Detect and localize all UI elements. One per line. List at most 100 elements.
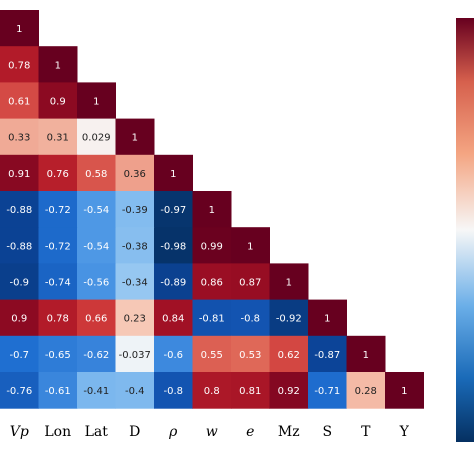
heatmap-cell bbox=[231, 335, 270, 373]
cell-value-label: 0.99 bbox=[201, 241, 223, 252]
cell-value-label: 0.33 bbox=[8, 133, 30, 144]
heatmap-cell bbox=[269, 299, 309, 337]
heatmap-cell bbox=[231, 372, 270, 409]
cell-value-label: -0.9 bbox=[9, 278, 29, 289]
cell-value-label: 0.76 bbox=[47, 169, 69, 180]
heatmap-cell bbox=[154, 299, 193, 337]
heatmap-cell bbox=[269, 372, 309, 409]
cell-value-label: 1 bbox=[132, 133, 138, 144]
heatmap-cell bbox=[77, 82, 116, 120]
heatmap-cell bbox=[308, 372, 347, 409]
heatmap-cell bbox=[269, 335, 309, 373]
cell-value-label: 0.9 bbox=[50, 97, 66, 108]
heatmap-cell bbox=[115, 191, 155, 228]
heatmap-cell bbox=[0, 299, 39, 337]
cell-value-label: -0.88 bbox=[6, 205, 32, 216]
heatmap-cell bbox=[154, 263, 193, 301]
heatmap-cell bbox=[77, 299, 116, 337]
colorbar bbox=[456, 18, 474, 442]
heatmap-cell bbox=[308, 299, 347, 337]
heatmap-cell bbox=[38, 46, 78, 83]
heatmap-cell bbox=[38, 191, 78, 228]
cell-value-label: -0.74 bbox=[45, 278, 71, 289]
heatmap-cell bbox=[38, 154, 78, 192]
cell-value-label: 1 bbox=[93, 97, 99, 108]
heatmap-cell bbox=[38, 335, 78, 373]
heatmap-cell bbox=[115, 299, 155, 337]
heatmap-cell bbox=[0, 335, 39, 373]
heatmap-cell bbox=[192, 263, 232, 301]
heatmap-cell bbox=[308, 335, 347, 373]
heatmap-cell bbox=[115, 335, 155, 373]
cell-value-label: 0.91 bbox=[8, 169, 30, 180]
heatmap-cell bbox=[0, 118, 39, 156]
heatmap-cell bbox=[154, 335, 193, 373]
cell-value-label: 0.81 bbox=[239, 386, 261, 397]
heatmap-cell bbox=[385, 372, 424, 409]
heatmap-cell bbox=[115, 263, 155, 301]
cell-value-label: 0.62 bbox=[278, 350, 300, 361]
heatmap-cell bbox=[115, 154, 155, 192]
cell-value-label: -0.7 bbox=[9, 350, 29, 361]
heatmap-cell bbox=[192, 191, 232, 228]
cell-value-label: 0.84 bbox=[162, 314, 184, 325]
heatmap-cell bbox=[38, 227, 78, 264]
heatmap-cell bbox=[115, 372, 155, 409]
cell-value-label: 1 bbox=[401, 386, 407, 397]
x-tick-label: w bbox=[206, 424, 218, 440]
cell-value-label: -0.8 bbox=[240, 314, 260, 325]
heatmap-cell bbox=[77, 154, 116, 192]
heatmap-cell bbox=[38, 118, 78, 156]
x-tick-label: Lat bbox=[85, 424, 109, 440]
heatmap-cell bbox=[77, 335, 116, 373]
x-tick-label: ρ bbox=[168, 424, 178, 440]
cell-value-label: -0.92 bbox=[276, 314, 302, 325]
heatmap-cell bbox=[0, 82, 39, 120]
cell-value-label: 0.58 bbox=[85, 169, 107, 180]
cell-value-label: 0.78 bbox=[8, 60, 30, 71]
cell-value-label: -0.41 bbox=[83, 386, 109, 397]
heatmap-cell bbox=[154, 191, 193, 228]
cell-value-label: 0.87 bbox=[239, 278, 261, 289]
heatmap-cell bbox=[346, 372, 386, 409]
x-tick-label: Mz bbox=[278, 424, 300, 440]
cell-value-label: 0.36 bbox=[124, 169, 146, 180]
cell-value-label: -0.34 bbox=[122, 278, 148, 289]
cell-value-label: 0.86 bbox=[201, 278, 223, 289]
cell-value-label: -0.81 bbox=[199, 314, 225, 325]
heatmap-cell bbox=[115, 118, 155, 156]
heatmap-cell bbox=[115, 227, 155, 264]
cell-value-label: -0.87 bbox=[314, 350, 340, 361]
colorbar-scale bbox=[456, 18, 474, 442]
heatmap-cell bbox=[0, 10, 39, 47]
cell-value-label: 0.28 bbox=[355, 386, 377, 397]
cell-value-label: 0.31 bbox=[47, 133, 69, 144]
x-tick-label: D bbox=[129, 424, 140, 440]
cell-value-label: 1 bbox=[16, 24, 22, 35]
cell-value-label: 0.9 bbox=[11, 314, 27, 325]
cell-value-label: 0.029 bbox=[82, 133, 111, 144]
cell-value-label: -0.6 bbox=[163, 350, 183, 361]
cell-value-label: 1 bbox=[170, 169, 176, 180]
heatmap-cell bbox=[38, 372, 78, 409]
cell-value-label: -0.61 bbox=[45, 386, 71, 397]
heatmap-cell bbox=[38, 299, 78, 337]
x-tick-label: Y bbox=[399, 424, 410, 440]
x-tick-label: e bbox=[246, 424, 254, 440]
heatmap-cell bbox=[231, 227, 270, 264]
cell-value-label: -0.98 bbox=[160, 241, 186, 252]
cell-value-label: -0.97 bbox=[160, 205, 186, 216]
cell-value-label: -0.89 bbox=[160, 278, 186, 289]
cell-value-label: 1 bbox=[286, 278, 292, 289]
cell-value-label: -0.54 bbox=[83, 205, 109, 216]
cell-value-label: 0.92 bbox=[278, 386, 300, 397]
cell-value-label: -0.037 bbox=[119, 350, 151, 361]
cell-value-label: -0.88 bbox=[6, 241, 32, 252]
heatmap-cell bbox=[0, 46, 39, 83]
x-tick-label: Lon bbox=[44, 424, 71, 440]
heatmap-cell bbox=[77, 227, 116, 264]
heatmap-cell bbox=[0, 191, 39, 228]
cell-value-label: -0.62 bbox=[83, 350, 109, 361]
